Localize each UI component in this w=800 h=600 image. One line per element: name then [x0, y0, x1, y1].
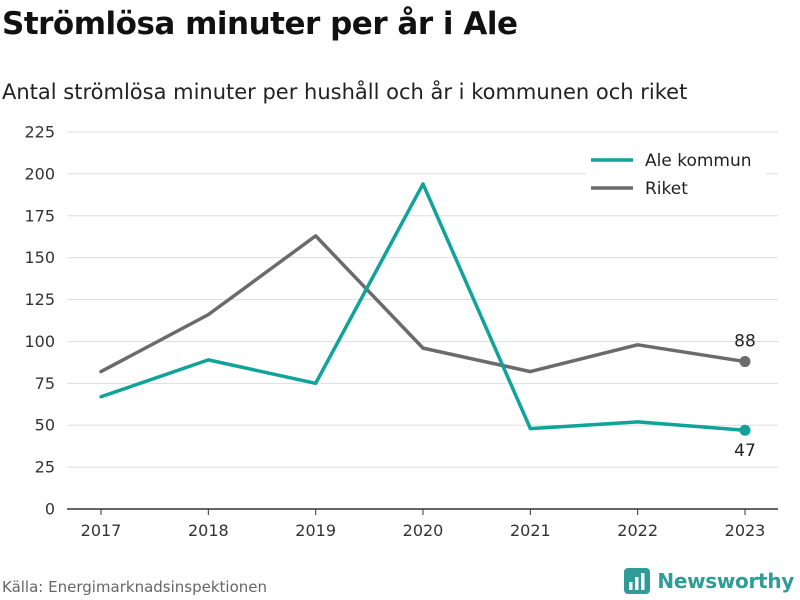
y-tick-label: 150 — [24, 248, 55, 267]
end-point-riket — [739, 356, 751, 368]
legend-label-riket: Riket — [645, 179, 688, 199]
y-tick-label: 0 — [45, 500, 55, 519]
x-tick-label: 2021 — [510, 521, 551, 540]
x-tick-label: 2022 — [617, 521, 658, 540]
legend: Ale kommun Riket — [586, 146, 766, 204]
y-tick-label: 50 — [35, 416, 55, 435]
source-note: Källa: Energimarknadsinspektionen — [2, 578, 268, 596]
chart-subtitle: Antal strömlösa minuter per hushåll och … — [2, 80, 688, 104]
bar-chart-logo-icon — [624, 568, 651, 594]
y-tick-label: 125 — [24, 290, 55, 309]
brand-name: Newsworthy — [657, 569, 794, 593]
series-line-riket — [99, 234, 747, 374]
end-point-ale — [739, 424, 751, 436]
y-tick-label: 100 — [24, 332, 55, 351]
y-tick-label: 25 — [35, 458, 55, 477]
x-tick-label: 2020 — [403, 521, 444, 540]
legend-background — [586, 146, 766, 204]
chart-title: Strömlösa minuter per år i Ale — [2, 6, 518, 42]
series-lines: 88 47 — [99, 182, 756, 461]
end-value-label-ale: 47 — [734, 441, 756, 461]
y-tick-label: 200 — [24, 164, 55, 183]
axes: 0 25 50 75 100 125 150 175 200 225 2017 2018 2019 202… — [24, 123, 778, 540]
y-tick-label: 225 — [24, 123, 55, 142]
x-tick-label: 2023 — [725, 521, 766, 540]
legend-label-ale: Ale kommun — [645, 151, 752, 171]
brand-logo: Newsworthy — [624, 568, 794, 594]
y-tick-label: 175 — [24, 206, 55, 225]
series-line-ale — [99, 182, 747, 432]
x-tick-label: 2019 — [295, 521, 336, 540]
x-tick-label: 2018 — [188, 521, 229, 540]
x-tick-label: 2017 — [81, 521, 122, 540]
y-tick-label: 75 — [35, 374, 55, 393]
end-value-label-riket: 88 — [734, 332, 756, 352]
